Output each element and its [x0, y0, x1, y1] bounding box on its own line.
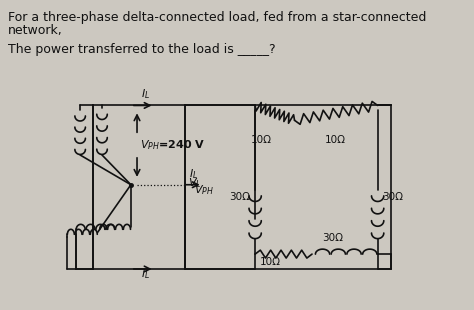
- Text: 10Ω: 10Ω: [260, 257, 281, 267]
- Text: $V_{PH}$=240 V: $V_{PH}$=240 V: [140, 138, 205, 152]
- Text: $I_L$: $I_L$: [189, 167, 199, 181]
- Text: The power transferred to the load is _____?: The power transferred to the load is ___…: [8, 43, 275, 56]
- Text: 30Ω: 30Ω: [322, 233, 344, 243]
- Text: $I_L$: $I_L$: [141, 267, 150, 281]
- Text: $V_L$: $V_L$: [188, 176, 201, 190]
- Text: 30Ω: 30Ω: [382, 192, 403, 202]
- Text: $V_{PH}$: $V_{PH}$: [194, 183, 214, 197]
- Text: 30Ω: 30Ω: [229, 192, 250, 202]
- Text: For a three-phase delta-connected load, fed from a star-connected: For a three-phase delta-connected load, …: [8, 11, 426, 24]
- Text: $I_L$: $I_L$: [141, 87, 150, 101]
- Text: 10Ω: 10Ω: [325, 135, 346, 145]
- Text: 10Ω: 10Ω: [251, 135, 272, 145]
- Text: network,: network,: [8, 24, 62, 37]
